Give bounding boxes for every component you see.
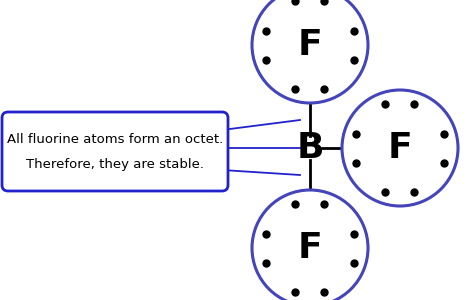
FancyBboxPatch shape (2, 112, 228, 191)
Circle shape (252, 0, 368, 103)
Circle shape (342, 90, 458, 206)
Text: B: B (296, 131, 324, 165)
Text: F: F (298, 28, 322, 62)
Text: Therefore, they are stable.: Therefore, they are stable. (26, 158, 204, 171)
Circle shape (252, 190, 368, 300)
Text: F: F (298, 231, 322, 265)
Text: All fluorine atoms form an octet.: All fluorine atoms form an octet. (7, 133, 223, 146)
Text: F: F (388, 131, 412, 165)
